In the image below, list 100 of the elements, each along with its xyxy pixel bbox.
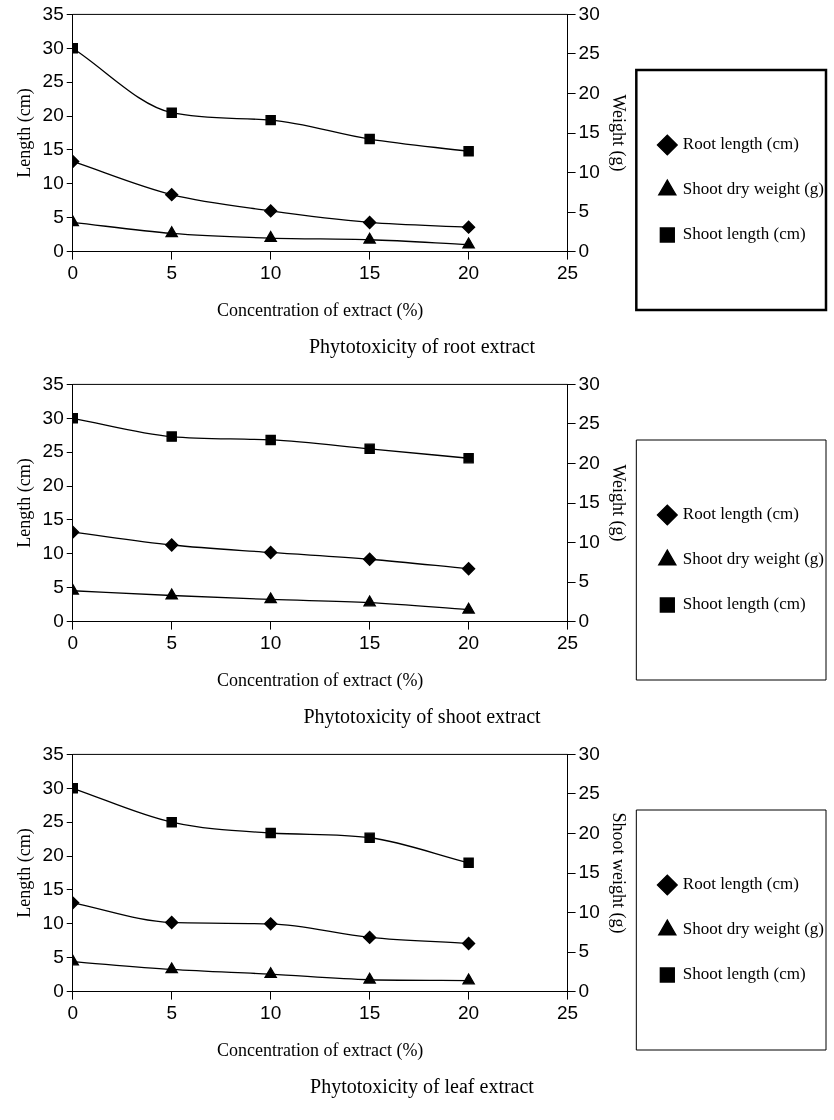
point [461, 936, 476, 951]
x-tick-label: 10 [260, 1002, 282, 1024]
point [363, 930, 377, 945]
y-tick-label: 15 [42, 508, 64, 530]
x-tick-label: 10 [260, 262, 282, 284]
y2-tick-label: 10 [578, 160, 600, 182]
x-tick-label: 5 [166, 262, 177, 284]
x-axis-title: Concentration of extract (%) [216, 1039, 424, 1061]
point [264, 967, 277, 979]
point [165, 226, 178, 238]
x-tick-label: 25 [557, 632, 579, 654]
point [363, 215, 377, 230]
point [462, 973, 475, 985]
point [461, 562, 476, 576]
y-tick-label: 20 [42, 474, 64, 496]
point [463, 453, 474, 464]
x-tick-label: 20 [458, 1002, 480, 1024]
x-tick-label: 15 [359, 262, 381, 284]
y-tick-label: 10 [42, 542, 64, 564]
x-tick-label: 20 [458, 632, 480, 654]
point [462, 602, 475, 614]
y-axis-title: Length (cm) [13, 828, 35, 918]
y2-tick-label: 0 [578, 239, 590, 261]
x-tick-label: 0 [67, 262, 79, 284]
point [165, 188, 179, 202]
y-axis-title: Length (cm) [13, 88, 35, 178]
point [461, 220, 476, 234]
point [264, 545, 278, 560]
legend-label: Shoot dry weight (g) [682, 549, 825, 569]
point [165, 588, 178, 600]
point [363, 552, 377, 566]
y2-tick-label: 0 [578, 979, 590, 1001]
y2-tick-label: 15 [578, 861, 600, 883]
legend-label: Shoot dry weight (g) [682, 919, 825, 939]
point [463, 857, 474, 869]
y2-tick-label: 10 [578, 900, 600, 922]
y-tick-label: 20 [42, 104, 64, 126]
y-tick-label: 5 [53, 205, 64, 227]
point [166, 431, 177, 442]
point [265, 114, 276, 126]
point [364, 133, 375, 145]
text: Phytotoxicity of shoot extract [303, 705, 542, 729]
y-tick-label: 35 [42, 742, 64, 764]
y-axis-title: Length (cm) [13, 458, 35, 548]
y-tick-label: 5 [53, 945, 64, 967]
y2-axis-title: Weight (g) [607, 94, 629, 172]
legend-label: Shoot length (cm) [682, 964, 806, 984]
y2-tick-label: 30 [578, 2, 600, 24]
y-tick-label: 30 [42, 776, 64, 798]
x-tick-label: 15 [359, 1002, 381, 1024]
legend-label: Shoot dry weight (g) [682, 179, 825, 199]
y-tick-label: 0 [53, 239, 64, 261]
y-tick-label: 25 [42, 440, 64, 462]
point [264, 204, 278, 218]
x-tick-label: 10 [260, 632, 282, 654]
y-tick-label: 0 [53, 979, 64, 1001]
y-tick-label: 30 [42, 36, 64, 58]
point [264, 592, 277, 604]
legend-label: Root length (cm) [682, 504, 799, 524]
text: Phytotoxicity of root extract [308, 335, 536, 359]
y2-tick-label: 5 [578, 200, 590, 222]
y2-tick-label: 25 [578, 42, 600, 64]
point [166, 107, 177, 118]
x-tick-label: 0 [67, 632, 79, 654]
y-tick-label: 20 [42, 844, 64, 866]
y-tick-label: 25 [42, 70, 64, 92]
point [264, 231, 277, 243]
x-tick-label: 20 [458, 262, 480, 284]
x-tick-label: 0 [67, 1002, 79, 1024]
point [363, 972, 376, 984]
y2-tick-label: 15 [578, 491, 600, 513]
point [165, 962, 178, 974]
y2-tick-label: 30 [578, 372, 600, 394]
y-tick-label: 0 [53, 609, 64, 631]
legend-label: Root length (cm) [682, 874, 799, 894]
y2-axis-title: Weight (g) [607, 464, 629, 542]
y2-tick-label: 15 [578, 121, 600, 143]
y-tick-label: 15 [42, 138, 64, 160]
legend-label: Shoot length (cm) [682, 224, 806, 244]
legend-label: Root length (cm) [682, 134, 799, 154]
y2-tick-label: 20 [578, 821, 600, 843]
legend-label: Shoot length (cm) [682, 594, 806, 614]
point [364, 832, 375, 844]
y2-tick-label: 5 [578, 570, 590, 592]
point [463, 146, 474, 157]
point [265, 827, 276, 839]
y-tick-label: 30 [42, 406, 64, 428]
y2-tick-label: 20 [578, 451, 600, 473]
y2-tick-label: 0 [578, 609, 590, 631]
point [364, 443, 375, 455]
point [265, 434, 276, 446]
x-tick-label: 15 [359, 632, 381, 654]
y2-tick-label: 20 [578, 81, 600, 103]
x-tick-label: 5 [166, 632, 177, 654]
y2-tick-label: 25 [578, 782, 600, 804]
y2-tick-label: 10 [578, 530, 600, 552]
x-tick-label: 25 [557, 262, 579, 284]
y-tick-label: 35 [42, 2, 64, 24]
y2-tick-label: 25 [578, 412, 600, 434]
text: Phytotoxicity of leaf extract [310, 1075, 535, 1099]
